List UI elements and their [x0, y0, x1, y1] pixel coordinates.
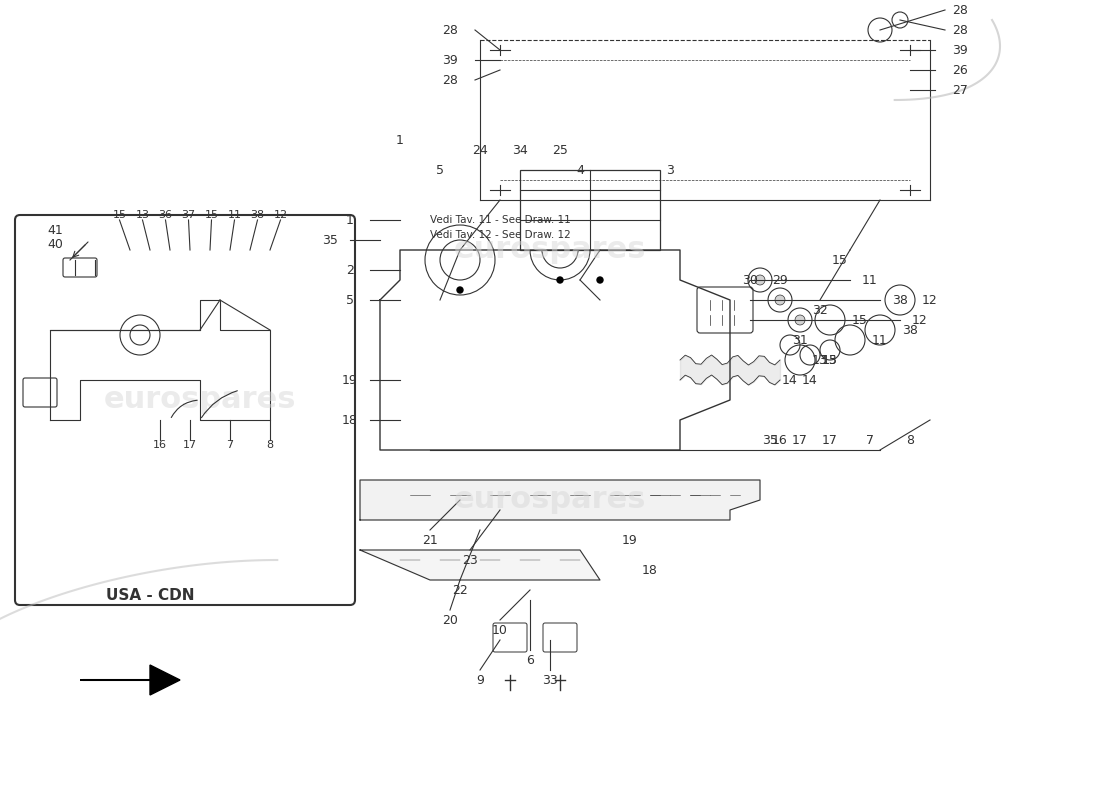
Circle shape: [755, 275, 764, 285]
Text: 8: 8: [266, 440, 274, 450]
Text: 8: 8: [906, 434, 914, 446]
Text: 11: 11: [862, 274, 878, 286]
Text: 7: 7: [227, 440, 233, 450]
Polygon shape: [360, 480, 760, 520]
Text: 28: 28: [953, 23, 968, 37]
Text: 32: 32: [812, 303, 828, 317]
Polygon shape: [360, 550, 600, 580]
Text: 13: 13: [822, 354, 838, 366]
Text: 35: 35: [322, 234, 338, 246]
Text: 6: 6: [526, 654, 534, 666]
Text: 16: 16: [772, 434, 788, 446]
Text: 34: 34: [513, 143, 528, 157]
Text: 25: 25: [552, 143, 568, 157]
Circle shape: [456, 287, 463, 293]
Text: 18: 18: [642, 563, 658, 577]
Text: 38: 38: [892, 294, 907, 306]
Text: 5: 5: [346, 294, 354, 306]
Text: 15: 15: [832, 254, 848, 266]
Text: 11: 11: [872, 334, 888, 346]
Polygon shape: [80, 665, 180, 695]
Text: 2: 2: [346, 263, 354, 277]
FancyBboxPatch shape: [520, 170, 660, 250]
Text: 1: 1: [396, 134, 404, 146]
Text: 35: 35: [762, 434, 778, 446]
Text: 17: 17: [792, 434, 807, 446]
Text: 40: 40: [47, 238, 63, 251]
Text: 41: 41: [47, 223, 63, 237]
FancyBboxPatch shape: [493, 623, 527, 652]
Text: 9: 9: [476, 674, 484, 686]
Text: 38: 38: [251, 210, 265, 220]
Text: 30: 30: [742, 274, 758, 286]
Text: 22: 22: [452, 583, 468, 597]
Text: 10: 10: [492, 623, 508, 637]
Text: 27: 27: [953, 83, 968, 97]
Text: 37: 37: [182, 210, 196, 220]
Text: Vedi Tav. 12 - See Draw. 12: Vedi Tav. 12 - See Draw. 12: [430, 230, 571, 240]
Text: 23: 23: [462, 554, 477, 566]
Text: 14: 14: [782, 374, 797, 386]
Text: 3: 3: [667, 163, 674, 177]
Text: 16: 16: [153, 440, 167, 450]
Text: 28: 28: [442, 23, 458, 37]
Text: 12: 12: [912, 314, 928, 326]
FancyBboxPatch shape: [697, 287, 754, 333]
Text: 28: 28: [953, 3, 968, 17]
Text: 5: 5: [436, 163, 444, 177]
Text: 17: 17: [183, 440, 197, 450]
Text: 19: 19: [342, 374, 358, 386]
Text: 31: 31: [792, 334, 807, 346]
Circle shape: [776, 295, 785, 305]
Text: 19: 19: [623, 534, 638, 546]
Circle shape: [795, 315, 805, 325]
Text: 20: 20: [442, 614, 458, 626]
Text: 28: 28: [442, 74, 458, 86]
Circle shape: [557, 277, 563, 283]
Text: 21: 21: [422, 534, 438, 546]
Text: Vedi Tav. 11 - See Draw. 11: Vedi Tav. 11 - See Draw. 11: [430, 215, 571, 225]
FancyBboxPatch shape: [543, 623, 578, 652]
Text: 11: 11: [228, 210, 242, 220]
Text: 39: 39: [953, 43, 968, 57]
Text: 4: 4: [576, 163, 584, 177]
Text: 13: 13: [135, 210, 150, 220]
Text: 33: 33: [542, 674, 558, 686]
Circle shape: [597, 277, 603, 283]
Text: 15: 15: [822, 354, 838, 366]
Text: 15: 15: [205, 210, 219, 220]
FancyBboxPatch shape: [15, 215, 355, 605]
Text: 13: 13: [812, 354, 828, 366]
Text: 18: 18: [342, 414, 358, 426]
Text: 24: 24: [472, 143, 488, 157]
Text: 14: 14: [802, 374, 818, 386]
Text: 36: 36: [158, 210, 173, 220]
Text: 29: 29: [772, 274, 788, 286]
Text: eurospares: eurospares: [103, 386, 296, 414]
FancyBboxPatch shape: [63, 258, 97, 277]
Text: 7: 7: [866, 434, 874, 446]
Text: 39: 39: [442, 54, 458, 66]
Text: 15: 15: [112, 210, 126, 220]
Text: 12: 12: [922, 294, 938, 306]
Text: 1: 1: [346, 214, 354, 226]
Text: 15: 15: [852, 314, 868, 326]
Text: USA - CDN: USA - CDN: [106, 587, 195, 602]
Text: 38: 38: [902, 323, 917, 337]
Text: 12: 12: [274, 210, 287, 220]
Text: eurospares: eurospares: [453, 235, 647, 265]
Text: eurospares: eurospares: [453, 486, 647, 514]
FancyBboxPatch shape: [23, 378, 57, 407]
Text: 17: 17: [822, 434, 838, 446]
Text: 26: 26: [953, 63, 968, 77]
